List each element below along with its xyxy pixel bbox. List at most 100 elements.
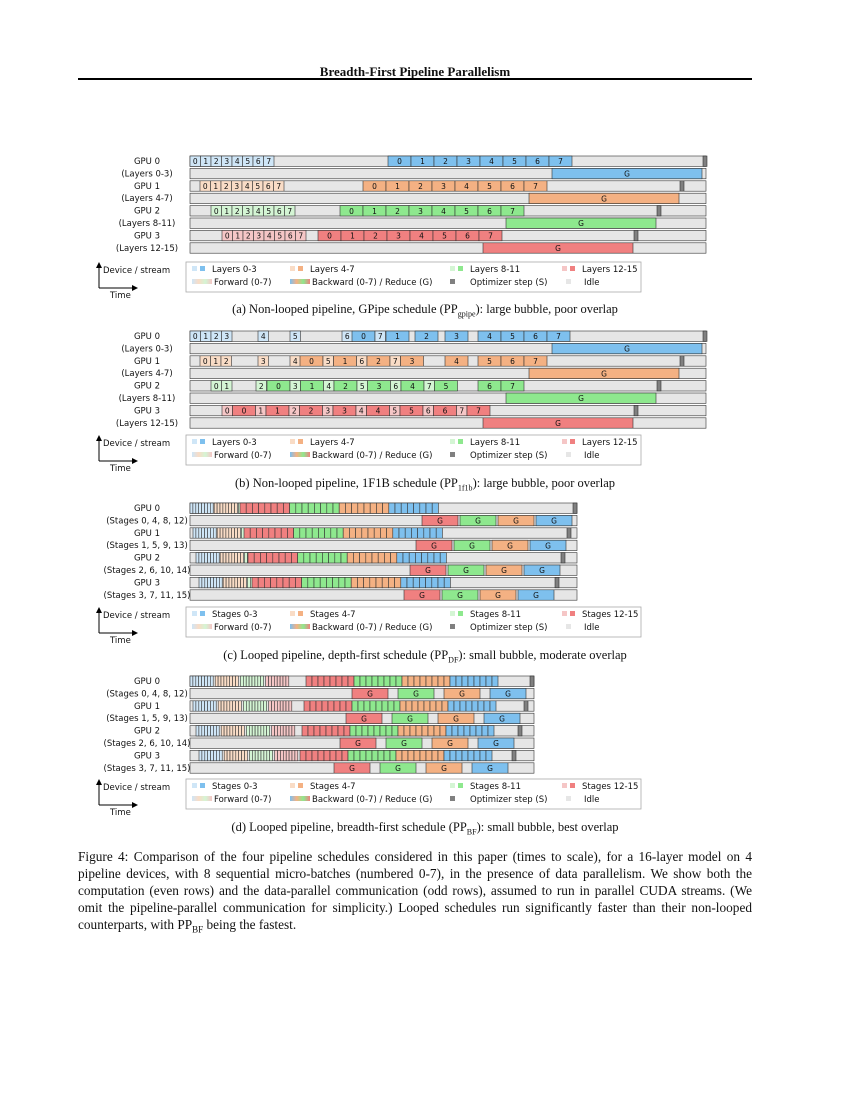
forward-block-label: 0 [203, 357, 208, 366]
forward-block [223, 675, 228, 687]
reduce-block-label: G [367, 690, 373, 699]
legend-idle-swatch [566, 624, 571, 629]
forward-block-label: 7 [378, 332, 383, 341]
backward-block [311, 527, 319, 539]
backward-block [407, 502, 414, 514]
legend-swatch-backward [200, 783, 205, 788]
forward-block [241, 725, 245, 737]
forward-block [231, 502, 235, 514]
legend-swatch-backward [458, 266, 463, 271]
forward-block [213, 552, 217, 564]
backward-block [349, 527, 356, 539]
forward-block [207, 700, 211, 712]
backward-block [449, 675, 457, 687]
forward-block [235, 750, 240, 762]
backward-block [314, 502, 321, 514]
forward-block [201, 502, 205, 514]
backward-block [434, 380, 458, 392]
backward-block [457, 725, 465, 737]
backward-block [243, 527, 251, 539]
backward-block [353, 750, 361, 762]
legend-forward-label: Forward (0-7) [214, 451, 271, 461]
backward-block [395, 750, 403, 762]
forward-block [192, 675, 197, 687]
row-idle-bar [189, 392, 707, 404]
reduce-block-label: G [431, 541, 437, 550]
forward-block-label: 5 [255, 182, 260, 191]
backward-block [297, 552, 305, 564]
legend-group-label: Stages 8-11 [470, 610, 521, 620]
backward-block-label: 5 [487, 182, 492, 191]
forward-block [243, 675, 247, 687]
reduce-block-label: G [601, 369, 607, 378]
gpu-sublabel: (Stages 2, 6, 10, 14) [104, 566, 191, 576]
forward-block [249, 725, 253, 737]
backward-block [324, 527, 332, 539]
legend-forward-label: Forward (0-7) [214, 795, 271, 805]
gpu-label: GPU 2 [134, 554, 160, 564]
forward-block [277, 725, 281, 737]
forward-block [238, 700, 242, 712]
backward-block [473, 675, 481, 687]
forward-block [204, 552, 208, 564]
forward-block [260, 700, 264, 712]
legend-backward-swatch [290, 452, 310, 457]
legend-forward-label: Forward (0-7) [214, 623, 271, 633]
reduce-block [379, 762, 417, 774]
backward-block [332, 577, 340, 589]
forward-block-label: 0 [193, 157, 198, 166]
backward-block [326, 502, 334, 514]
backward-block [478, 230, 503, 242]
backward-block [347, 675, 355, 687]
backward-block-label: 1 [343, 357, 348, 366]
backward-block [327, 700, 335, 712]
forward-block [271, 700, 275, 712]
backward-block [355, 527, 363, 539]
forward-block [249, 750, 253, 762]
optimizer-block [679, 355, 685, 367]
optimizer-block [633, 405, 639, 417]
backward-block [335, 750, 343, 762]
forward-block [277, 750, 281, 762]
backward-block-label: 2 [443, 157, 448, 166]
backward-block [461, 675, 469, 687]
caption-c: (c) Looped pipeline, depth-first schedul… [223, 648, 627, 665]
forward-block [213, 750, 217, 762]
forward-block [257, 330, 269, 342]
backward-block [323, 750, 331, 762]
forward-block [204, 700, 208, 712]
backward-block-label: 5 [512, 157, 517, 166]
backward-block [471, 700, 479, 712]
forward-block-label: 3 [325, 407, 330, 416]
legend-swatch-backward [200, 266, 205, 271]
backward-block [487, 725, 495, 737]
reduce-block-label: G [533, 591, 539, 600]
backward-block [301, 502, 309, 514]
forward-block [235, 700, 239, 712]
backward-block-label: 6 [533, 332, 538, 341]
backward-block [315, 700, 323, 712]
reduce-block-label: G [601, 194, 607, 203]
axis-device-arrow [96, 779, 102, 785]
backward-block-label: 3 [454, 332, 459, 341]
backward-block [371, 750, 379, 762]
backward-block [365, 750, 373, 762]
gpu-sublabel: (Stages 0, 4, 8, 12) [106, 516, 188, 526]
gpu-sublabel: (Layers 4-7) [121, 369, 172, 379]
backward-block [548, 155, 573, 167]
backward-block [400, 502, 408, 514]
reduce-block-label: G [463, 566, 469, 575]
gpu-sublabel: (Stages 1, 5, 9, 13) [106, 714, 188, 724]
reduce-block [385, 737, 423, 749]
legend-optimizer-swatch [450, 279, 455, 284]
forward-block [228, 502, 232, 514]
forward-block-label: 6 [393, 382, 398, 391]
optimizer-block [529, 675, 535, 687]
forward-block-label: 7 [287, 207, 292, 216]
forward-block [266, 750, 270, 762]
reduce-block [497, 515, 535, 527]
backward-block-label: 0 [397, 157, 402, 166]
axis-device-label: Device / stream [103, 439, 170, 449]
backward-block [523, 180, 548, 192]
panel-a-diagram: GPU 0 (Layers 0-3) GPU 1 (Layers 4-7) GPU 2 (… [96, 155, 708, 300]
